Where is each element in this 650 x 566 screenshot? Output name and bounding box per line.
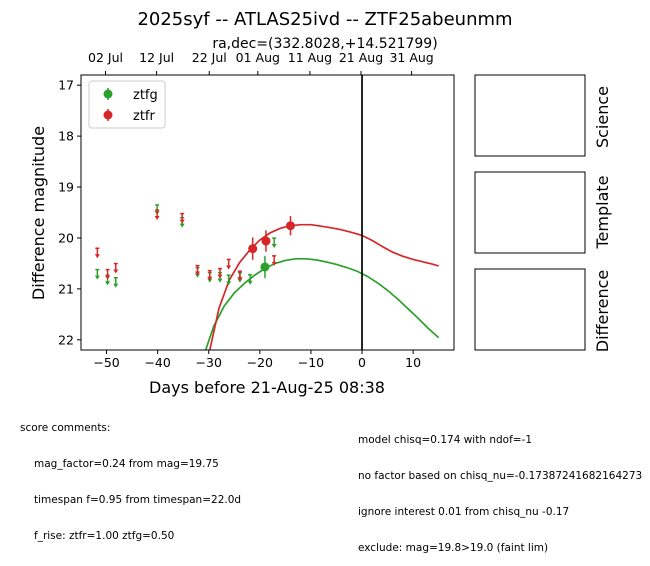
upper-limit-arrowhead xyxy=(94,254,100,259)
x-tick-label: 10 xyxy=(405,355,421,370)
x-tick-label: −10 xyxy=(298,355,324,370)
score-comment-line: mag_factor=0.24 from mag=19.75 xyxy=(34,458,219,470)
upper-limit-arrowhead xyxy=(226,281,232,286)
science-panel xyxy=(474,74,586,157)
upper-limit-arrowhead xyxy=(217,278,223,283)
y-tick-label: 21 xyxy=(58,281,74,296)
top-tick-label: 31 Aug xyxy=(389,50,433,65)
upper-limit-arrowhead xyxy=(207,276,213,281)
score-comment-line: model chisq=0.174 with ndof=-1 xyxy=(358,434,533,446)
data-point xyxy=(248,244,258,254)
upper-limit-arrowhead xyxy=(271,244,277,249)
score-comment-line: f_rise: ztfr=1.00 ztfg=0.50 xyxy=(34,530,175,542)
legend-marker xyxy=(103,110,113,120)
upper-limit-arrowhead xyxy=(217,274,223,279)
score-comment-line: no factor based on chisq_nu=-0.173872416… xyxy=(358,470,643,482)
upper-limit-arrowhead xyxy=(247,280,253,285)
score-comments-heading: score comments: xyxy=(20,422,111,434)
ztfr-upper-limit xyxy=(94,247,100,259)
template-panel-label: Template xyxy=(593,175,612,249)
difference-panel xyxy=(474,268,586,351)
ztfr-detection xyxy=(248,237,258,260)
y-tick-label: 18 xyxy=(58,129,74,144)
top-tick-label: 11 Aug xyxy=(288,50,332,65)
upper-limit-arrowhead xyxy=(179,219,185,224)
upper-limit-arrowhead xyxy=(237,277,243,282)
ztfr-upper-limit xyxy=(226,258,232,270)
y-tick-label: 19 xyxy=(58,180,74,195)
upper-limit-arrowhead xyxy=(207,278,213,283)
plot-frame xyxy=(80,74,455,351)
difference-panel-label: Difference xyxy=(593,270,612,352)
score-comments-right: model chisq=0.174 with ndof=-1 no factor… xyxy=(358,410,650,566)
ztfg-upper-limit xyxy=(113,277,119,288)
figure-subtitle: ra,dec=(332.8028,+14.521799) xyxy=(212,36,437,52)
ztfg-upper-limit xyxy=(94,268,100,280)
ztfr-detection xyxy=(261,230,271,252)
upper-limit-arrowhead xyxy=(226,265,232,270)
x-tick-label: −30 xyxy=(196,355,222,370)
upper-limit-arrowhead xyxy=(94,275,100,280)
light-curve-figure: 2025syf -- ATLAS25ivd -- ZTF25abeunmm ra… xyxy=(29,9,612,397)
top-tick-label: 02 Jul xyxy=(88,50,123,65)
top-tick-label: 22 Jul xyxy=(192,50,227,65)
data-point xyxy=(261,236,271,246)
ztfg-upper-limit xyxy=(247,273,253,285)
upper-limit-arrowhead xyxy=(105,275,111,280)
legend: ztfg ztfr xyxy=(88,80,166,129)
ztfr-upper-limit xyxy=(113,262,119,274)
x-axis-label: Days before 21-Aug-25 08:38 xyxy=(149,378,385,397)
upper-limit-arrowhead xyxy=(105,281,111,286)
x-tick-label: −20 xyxy=(247,355,273,370)
template-panel xyxy=(474,171,586,254)
upper-limit-arrowhead xyxy=(194,271,200,276)
upper-limit-arrowhead xyxy=(154,216,160,221)
y-axis-label: Difference magnitude xyxy=(29,126,48,300)
top-tick-label: 01 Aug xyxy=(236,50,280,65)
upper-limit-arrowhead xyxy=(271,261,277,266)
upper-limit-arrowhead xyxy=(113,269,119,274)
x-tick-label: 0 xyxy=(358,355,366,370)
top-tick-label: 21 Aug xyxy=(339,50,383,65)
ztfr-model-curve xyxy=(208,223,439,350)
ztfr-upper-limit xyxy=(179,212,185,224)
data-point xyxy=(285,221,295,231)
ztfr-upper-limit xyxy=(237,270,243,282)
upper-limit-arrowhead xyxy=(113,283,119,288)
ztfr-upper-limit xyxy=(194,264,200,276)
x-tick-label: −40 xyxy=(144,355,170,370)
upper-limit-arrowhead xyxy=(179,223,185,228)
score-comment-line: timespan f=0.95 from timespan=22.0d xyxy=(34,494,242,506)
y-tick-label: 20 xyxy=(58,230,74,245)
legend-label: ztfr xyxy=(133,109,155,124)
score-comments-left: score comments: mag_factor=0.24 from mag… xyxy=(20,398,241,554)
ztfr-upper-limit xyxy=(105,268,111,280)
ztfr-upper-limit xyxy=(207,269,213,281)
ztfg-upper-limit xyxy=(271,237,277,249)
x-tick-label: −50 xyxy=(93,355,119,370)
legend-label: ztfg xyxy=(133,88,158,103)
ztfr-upper-limit xyxy=(217,267,223,279)
ztfg-model-curve xyxy=(204,257,440,350)
score-comment-line: exclude: mag=19.8>19.0 (faint lim) xyxy=(358,542,549,554)
figure-title: 2025syf -- ATLAS25ivd -- ZTF25abeunmm xyxy=(137,9,512,30)
score-comment-line: ignore interest 0.01 from chisq_nu -0.17 xyxy=(358,506,570,518)
top-tick-label: 12 Jul xyxy=(139,50,174,65)
ztfg-upper-limit xyxy=(226,274,232,286)
ztfr-detection xyxy=(285,216,295,236)
ztfr-upper-limit xyxy=(271,255,277,266)
y-tick-label: 17 xyxy=(58,78,74,93)
light-curve-plot: −50 −40 −30 −20 −10 0 10 17 18 19 20 21 22 02 Jul 12 J… xyxy=(58,50,455,370)
legend-marker xyxy=(103,89,113,99)
data-point xyxy=(260,262,270,272)
ztfr-upper-limit xyxy=(154,209,160,221)
y-tick-label: 22 xyxy=(58,332,74,347)
upper-limit-arrowhead xyxy=(194,273,200,278)
science-panel-label: Science xyxy=(593,86,612,148)
ztfg-detection xyxy=(260,255,270,279)
